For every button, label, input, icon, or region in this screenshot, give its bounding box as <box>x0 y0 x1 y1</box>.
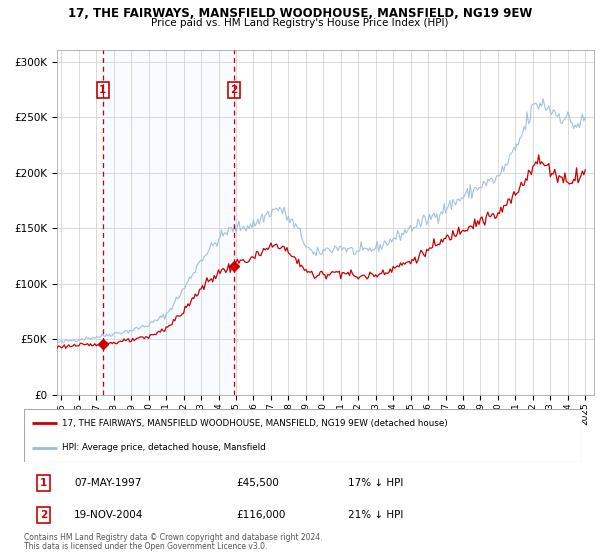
Text: 21% ↓ HPI: 21% ↓ HPI <box>347 510 403 520</box>
Text: This data is licensed under the Open Government Licence v3.0.: This data is licensed under the Open Gov… <box>24 542 268 550</box>
Text: £116,000: £116,000 <box>236 510 286 520</box>
Text: 2: 2 <box>230 85 238 95</box>
Text: 17, THE FAIRWAYS, MANSFIELD WOODHOUSE, MANSFIELD, NG19 9EW: 17, THE FAIRWAYS, MANSFIELD WOODHOUSE, M… <box>68 7 532 20</box>
Text: 17% ↓ HPI: 17% ↓ HPI <box>347 478 403 488</box>
Text: Contains HM Land Registry data © Crown copyright and database right 2024.: Contains HM Land Registry data © Crown c… <box>24 533 323 542</box>
Text: 1: 1 <box>99 85 106 95</box>
Text: 1: 1 <box>40 478 47 488</box>
Bar <box>103 50 234 395</box>
Text: 2: 2 <box>40 510 47 520</box>
Text: 19-NOV-2004: 19-NOV-2004 <box>74 510 143 520</box>
Text: Price paid vs. HM Land Registry's House Price Index (HPI): Price paid vs. HM Land Registry's House … <box>151 18 449 28</box>
Text: HPI: Average price, detached house, Mansfield: HPI: Average price, detached house, Mans… <box>62 443 266 452</box>
Text: 07-MAY-1997: 07-MAY-1997 <box>74 478 142 488</box>
Text: 17, THE FAIRWAYS, MANSFIELD WOODHOUSE, MANSFIELD, NG19 9EW (detached house): 17, THE FAIRWAYS, MANSFIELD WOODHOUSE, M… <box>62 419 448 428</box>
Text: £45,500: £45,500 <box>236 478 279 488</box>
